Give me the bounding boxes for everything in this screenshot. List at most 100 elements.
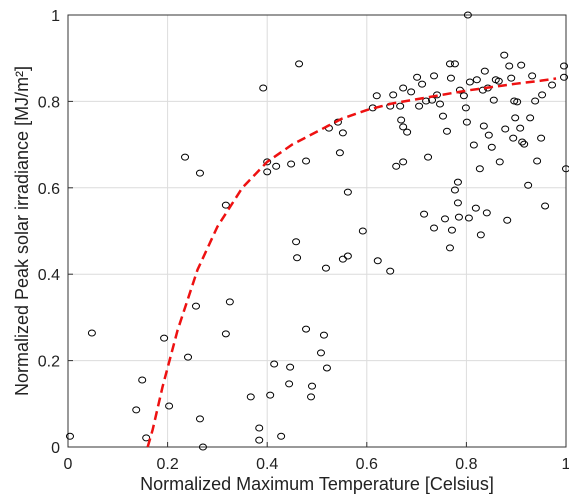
data-point: [494, 77, 503, 85]
data-point: [225, 298, 234, 306]
data-point: [321, 264, 330, 272]
data-point: [500, 51, 509, 59]
data-point: [270, 360, 279, 368]
x-tick-label: 0.8: [455, 456, 477, 473]
data-point: [459, 92, 468, 100]
data-point: [501, 125, 510, 133]
y-tick-label: 0: [51, 440, 60, 457]
data-point: [478, 86, 487, 94]
data-point: [399, 84, 408, 92]
data-point: [302, 157, 311, 165]
data-point: [358, 227, 367, 235]
data-point: [422, 97, 431, 105]
data-point: [487, 143, 496, 151]
data-point: [246, 393, 255, 401]
data-point: [399, 158, 408, 166]
data-point: [507, 74, 516, 82]
data-point: [505, 62, 514, 70]
data-point: [560, 73, 569, 81]
data-point: [489, 96, 498, 104]
data-point: [87, 329, 96, 337]
data-point: [445, 60, 454, 68]
data-point: [531, 97, 540, 105]
data-point: [335, 149, 344, 157]
data-point: [480, 67, 489, 75]
data-point: [138, 376, 147, 384]
data-point: [389, 91, 398, 99]
data-point: [65, 432, 74, 440]
y-tick-label: 0.2: [38, 354, 60, 371]
data-point: [195, 415, 204, 423]
data-point: [465, 78, 474, 86]
data-point: [255, 424, 264, 432]
data-point: [469, 141, 478, 149]
plot-frame: [67, 14, 567, 448]
data-point: [263, 168, 272, 176]
data-point: [403, 128, 412, 136]
data-point: [442, 127, 451, 135]
data-point: [286, 363, 295, 371]
data-point: [436, 100, 445, 108]
data-point: [513, 98, 522, 106]
data-point: [503, 216, 512, 224]
data-point: [450, 60, 459, 68]
data-point: [562, 165, 569, 173]
data-point: [517, 61, 526, 69]
data-point: [537, 134, 546, 142]
data-point: [338, 129, 347, 137]
data-point: [415, 102, 424, 110]
data-point: [447, 226, 456, 234]
data-point: [541, 202, 550, 210]
x-tick-label: 0.6: [356, 456, 378, 473]
data-point: [430, 224, 439, 232]
data-point: [181, 153, 190, 161]
x-tick-label: 0.4: [256, 456, 278, 473]
data-point: [453, 199, 462, 207]
data-point: [524, 181, 533, 189]
data-point: [433, 91, 442, 99]
data-point: [343, 252, 352, 260]
data-point: [142, 434, 151, 442]
data-point: [424, 153, 433, 161]
data-point: [319, 331, 328, 339]
data-point: [518, 138, 527, 146]
data-point: [528, 72, 537, 80]
data-point: [221, 330, 230, 338]
data-point: [461, 104, 470, 112]
data-point: [386, 267, 395, 275]
data-point: [287, 160, 296, 168]
x-tick-label: 0: [64, 456, 73, 473]
data-point: [450, 186, 459, 194]
data-point: [272, 162, 281, 170]
x-tick-label: 0.2: [156, 456, 178, 473]
data-point: [471, 204, 480, 212]
y-tick-label: 0.6: [38, 181, 60, 198]
data-point: [302, 325, 311, 333]
data-point: [475, 165, 484, 173]
data-point: [476, 231, 485, 239]
data-point: [454, 213, 463, 221]
data-point: [132, 406, 141, 414]
data-point: [464, 214, 473, 222]
data-point: [292, 238, 301, 246]
data-point: [533, 157, 542, 165]
data-point: [165, 402, 174, 410]
data-point: [396, 102, 405, 110]
data-point: [308, 382, 317, 390]
data-point: [343, 188, 352, 196]
data-point: [259, 84, 268, 92]
data-point: [221, 201, 230, 209]
data-point: [285, 380, 294, 388]
data-point: [316, 349, 325, 357]
data-point: [453, 178, 462, 186]
data-point: [445, 244, 454, 252]
data-point: [484, 131, 493, 139]
data-point: [413, 73, 422, 81]
data-point: [462, 118, 471, 126]
data-point: [372, 92, 381, 100]
data-point: [548, 81, 557, 89]
data-point: [160, 334, 169, 342]
data-point: [472, 76, 481, 84]
data-point: [255, 436, 264, 444]
